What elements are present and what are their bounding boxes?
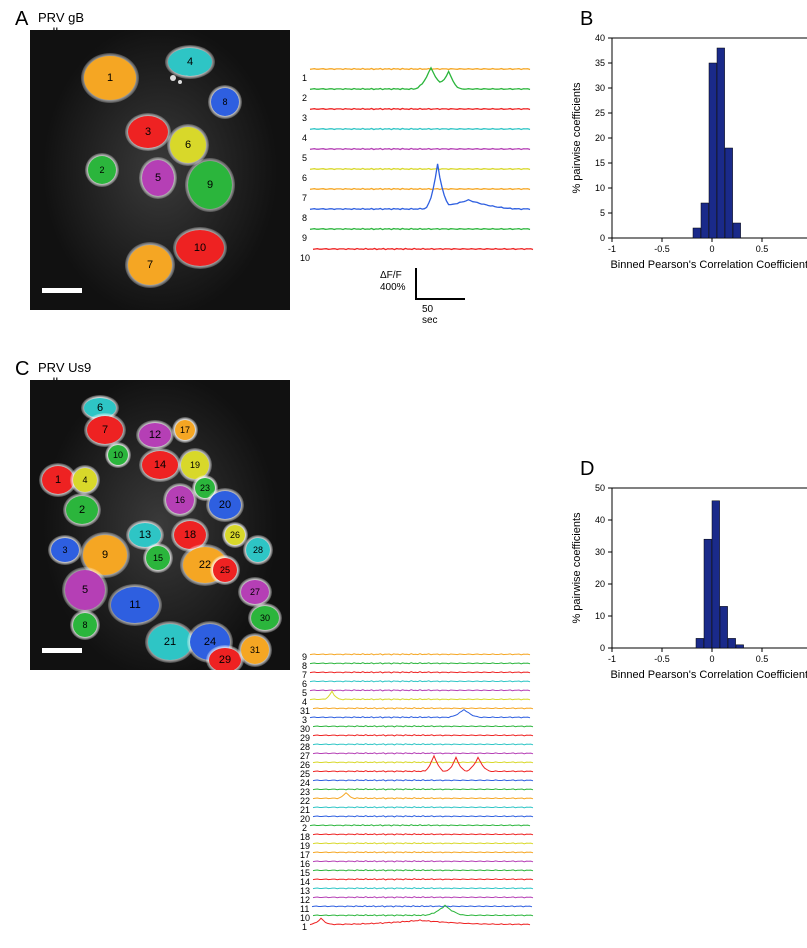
cell-blob-25: 25 [213, 558, 237, 582]
histogram-d: -1-0.500.5101020304050Binned Pearson's C… [570, 480, 807, 684]
cell-blob-6: 6 [170, 127, 206, 163]
cell-blob-9: 9 [188, 161, 232, 209]
svg-text:25: 25 [595, 108, 605, 118]
svg-text:% pairwise coefficients: % pairwise coefficients [571, 512, 583, 624]
svg-text:5: 5 [600, 208, 605, 218]
svg-text:20: 20 [595, 579, 605, 589]
cell-blob-2: 2 [88, 156, 116, 184]
cell-blob-3: 3 [51, 538, 79, 562]
cell-blob-16: 16 [166, 486, 194, 514]
svg-text:-0.5: -0.5 [654, 654, 670, 664]
cell-blob-7: 7 [128, 245, 172, 285]
svg-text:-1: -1 [608, 244, 616, 254]
svg-text:15: 15 [595, 158, 605, 168]
traces-a: 12345678910 ΔF/F 400% 50 sec [300, 55, 530, 315]
panel-b-label: B [580, 8, 593, 31]
cell-blob-7: 7 [87, 416, 123, 444]
svg-text:0: 0 [709, 244, 714, 254]
svg-text:10: 10 [595, 183, 605, 193]
svg-text:20: 20 [595, 133, 605, 143]
svg-text:Binned Pearson's Correlation C: Binned Pearson's Correlation Coefficient… [610, 259, 807, 271]
cell-blob-8: 8 [211, 88, 239, 116]
cell-blob-29: 29 [209, 648, 241, 670]
svg-text:35: 35 [595, 58, 605, 68]
svg-text:0.5: 0.5 [756, 244, 769, 254]
traces-c: 9876543133029282726252423222120218191716… [300, 648, 530, 948]
cell-blob-2: 2 [66, 496, 98, 524]
cell-blob-21: 21 [148, 624, 192, 660]
svg-text:50: 50 [595, 483, 605, 493]
panel-d-label: D [580, 458, 594, 481]
cell-blob-28: 28 [246, 538, 270, 562]
cell-blob-3: 3 [128, 116, 168, 148]
cell-blob-5: 5 [142, 160, 174, 196]
cell-blob-30: 30 [251, 606, 279, 630]
svg-text:-1: -1 [608, 654, 616, 664]
cell-blob-1: 1 [84, 56, 136, 100]
svg-text:% pairwise coefficients: % pairwise coefficients [571, 82, 583, 194]
svg-text:10: 10 [595, 611, 605, 621]
cell-blob-27: 27 [241, 580, 269, 604]
panel-c-label: C [15, 358, 29, 381]
svg-text:40: 40 [595, 515, 605, 525]
trace-number: 10 [300, 253, 310, 263]
svg-text:0: 0 [600, 233, 605, 243]
cell-blob-4: 4 [168, 48, 212, 76]
svg-text:0.5: 0.5 [756, 654, 769, 664]
scale-bar [42, 648, 82, 653]
svg-text:0: 0 [600, 643, 605, 653]
cell-blob-20: 20 [209, 491, 241, 519]
svg-text:30: 30 [595, 83, 605, 93]
svg-text:Binned Pearson's Correlation C: Binned Pearson's Correlation Coefficient… [610, 669, 807, 681]
micrograph-c: 6712171014191423162201318263915282225511… [30, 380, 290, 670]
cell-blob-17: 17 [175, 420, 195, 440]
cell-blob-31: 31 [241, 636, 269, 664]
histogram-b: -1-0.500.510510152025303540Binned Pearso… [570, 30, 807, 274]
cell-blob-14: 14 [142, 451, 178, 479]
trace-row-1: 1 [300, 918, 530, 935]
cell-blob-4: 4 [73, 468, 97, 492]
panel-a-label: A [15, 8, 28, 31]
scale-bar [42, 288, 82, 293]
cell-blob-11: 11 [111, 587, 159, 623]
svg-text:30: 30 [595, 547, 605, 557]
svg-text:0: 0 [709, 654, 714, 664]
cell-blob-10: 10 [108, 445, 128, 465]
micrograph-a: 1 4 8 36 259 107 [30, 30, 290, 310]
cell-blob-26: 26 [225, 525, 245, 545]
cell-blob-15: 15 [146, 546, 170, 570]
svg-text:-0.5: -0.5 [654, 244, 670, 254]
trace-number: 1 [300, 922, 307, 932]
svg-text:40: 40 [595, 33, 605, 43]
cell-blob-10: 10 [176, 230, 224, 266]
cell-blob-12: 12 [139, 423, 171, 447]
cell-blob-8: 8 [73, 613, 97, 637]
cell-blob-5: 5 [65, 570, 105, 610]
